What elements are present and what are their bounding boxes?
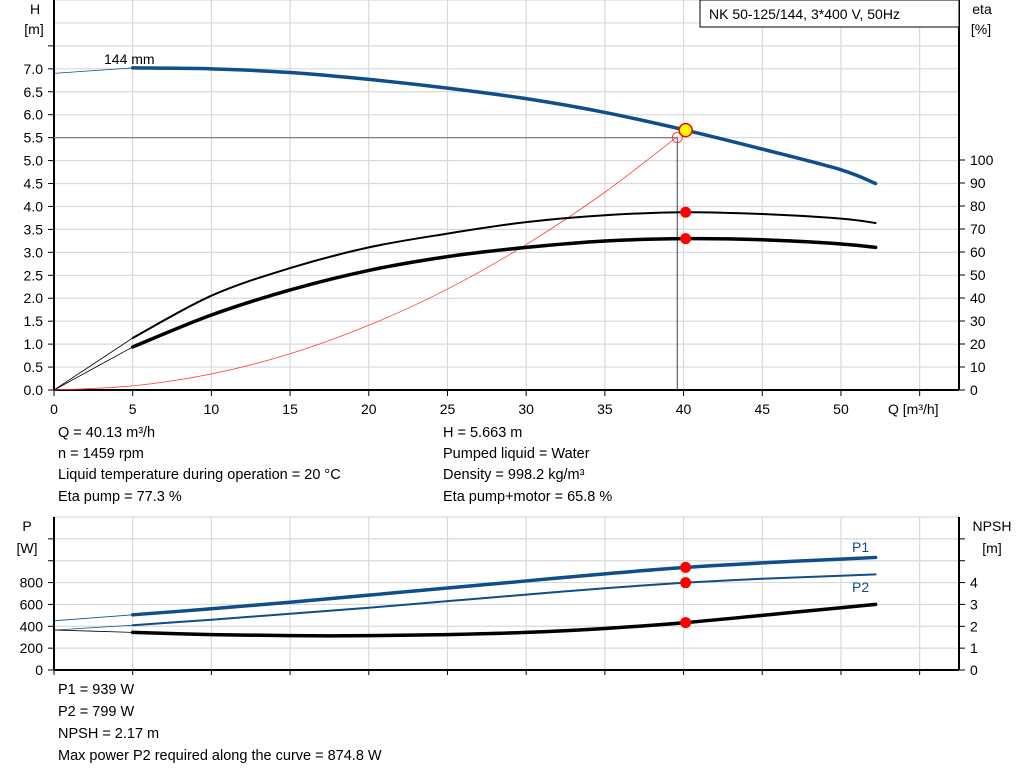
p2-curve	[131, 573, 877, 627]
info-p1: P1 = 939 W	[58, 682, 135, 698]
h-tick-label: 1.0	[24, 336, 44, 352]
info-p2: P2 = 799 W	[58, 704, 135, 720]
p-tick-label: 200	[20, 640, 44, 656]
axes	[48, 0, 965, 675]
duty-point-p1-marker	[680, 561, 692, 573]
eta-tick-label: 20	[970, 336, 986, 352]
eta-tick-label: 40	[970, 290, 986, 306]
eta-tick-label: 10	[970, 359, 986, 375]
info-eta-pump-motor: Eta pump+motor = 65.8 %	[443, 489, 613, 505]
eta-tick-label: 70	[970, 221, 986, 237]
h-tick-label: 2.0	[24, 290, 44, 306]
h-tick-label: 4.5	[24, 176, 44, 192]
bottom-grid	[54, 516, 959, 670]
duty-point-p2-marker	[680, 577, 692, 589]
duty-point-eta-pump-motor-marker	[680, 233, 692, 245]
h-tick-label: 3.5	[24, 221, 44, 237]
impeller-label: 144 mm	[104, 51, 155, 67]
info-liquid: Pumped liquid = Water	[443, 446, 590, 462]
info-density: Density = 998.2 kg/m³	[443, 467, 585, 483]
info-h: H = 5.663 m	[443, 425, 523, 441]
x-tick-label: 10	[204, 401, 220, 417]
eta-tick-label: 50	[970, 267, 986, 283]
p-tick-label: 400	[20, 618, 44, 634]
requested-point-marker	[671, 132, 683, 144]
h-tick-label: 3.0	[24, 244, 44, 260]
p1-curve	[130, 555, 878, 617]
eta-tick-label: 100	[970, 152, 994, 168]
x-tick-label: 5	[129, 401, 137, 417]
x-tick-label: 30	[518, 401, 534, 417]
h-tick-label: 2.5	[24, 267, 44, 283]
eta-pump-curve-extrapolated	[53, 337, 133, 391]
p-tick-label: 600	[20, 596, 44, 612]
h-tick-label: 6.5	[24, 84, 44, 100]
info-temp: Liquid temperature during operation = 20…	[58, 467, 341, 483]
p-tick-label: 0	[35, 662, 43, 678]
npsh-tick-label: 2	[970, 618, 978, 634]
legend-box	[699, 0, 960, 28]
x-tick-label: 25	[440, 401, 456, 417]
eta-tick-label: 60	[970, 244, 986, 260]
eta-pump-motor-curve-extrapolated	[53, 346, 133, 391]
npsh-curve	[130, 602, 878, 638]
info-q: Q = 40.13 m³/h	[58, 425, 156, 441]
info-npsh: NPSH = 2.17 m	[58, 726, 160, 742]
system-curve	[53, 136, 678, 391]
x-tick-label: 45	[754, 401, 770, 417]
npsh-tick-label: 0	[970, 662, 978, 678]
info-eta-pump: Eta pump = 77.3 %	[58, 489, 182, 505]
h-tick-label: 5.0	[24, 153, 44, 169]
x-tick-label: 35	[597, 401, 613, 417]
duty-point-eta-pump-marker	[680, 206, 692, 218]
eta-pump-curve	[131, 211, 877, 340]
eta-tick-label: 80	[970, 198, 986, 214]
tick-labels: 0 5 10 15 20 25 30 35 40 45 500.00.51.01.52.02.53.…	[20, 61, 994, 678]
eta-tick-label: 30	[970, 313, 986, 329]
info-n: n = 1459 rpm	[58, 446, 144, 462]
h-tick-label: 6.0	[24, 107, 44, 123]
npsh-tick-label: 1	[970, 640, 978, 656]
top-grid	[54, 0, 959, 390]
x-tick-label: 0	[50, 401, 58, 417]
eta-tick-label: 90	[970, 175, 986, 191]
duty-point-head-marker	[678, 122, 693, 138]
h-axis-label: H	[30, 1, 40, 17]
h-tick-label: 0.5	[24, 359, 44, 375]
head-curve	[130, 66, 878, 186]
p1-curve-extrapolated	[53, 614, 133, 622]
h-axis-unit: [m]	[24, 21, 43, 37]
h-tick-label: 0.0	[24, 382, 44, 398]
h-tick-label: 5.5	[24, 130, 44, 146]
npsh-axis-label: NPSH	[973, 518, 1012, 534]
eta-axis-label: eta	[972, 1, 992, 17]
p2-curve-label: P2	[852, 579, 869, 595]
x-tick-label: 15	[282, 401, 298, 417]
legend-text: NK 50-125/144, 3*400 V, 50Hz	[709, 6, 900, 22]
duty-point-npsh-marker	[680, 617, 692, 629]
h-tick-label: 4.0	[24, 198, 44, 214]
p-tick-label: 800	[20, 575, 44, 591]
p-axis-label: P	[22, 518, 31, 534]
duty-point-markers	[671, 122, 693, 629]
x-tick-label: 50	[833, 401, 849, 417]
p-axis-unit: [W]	[17, 540, 38, 556]
h-tick-label: 1.5	[24, 313, 44, 329]
head-curve-extrapolated	[53, 67, 133, 74]
x-tick-label: 40	[676, 401, 692, 417]
eta-tick-label: 0	[970, 382, 978, 398]
npsh-tick-label: 3	[970, 596, 978, 612]
p1-curve-label: P1	[852, 539, 869, 555]
npsh-curve-extrapolated	[53, 629, 133, 633]
curves	[53, 66, 878, 638]
x-tick-label: 20	[361, 401, 377, 417]
npsh-axis-unit: [m]	[982, 540, 1001, 556]
eta-pump-motor-curve	[130, 236, 878, 349]
h-tick-label: 7.0	[24, 61, 44, 77]
eta-axis-unit: [%]	[971, 21, 991, 37]
q-axis-label: Q [m³/h]	[888, 401, 939, 417]
info-max-p2: Max power P2 required along the curve = …	[58, 748, 382, 764]
npsh-tick-label: 4	[970, 575, 978, 591]
